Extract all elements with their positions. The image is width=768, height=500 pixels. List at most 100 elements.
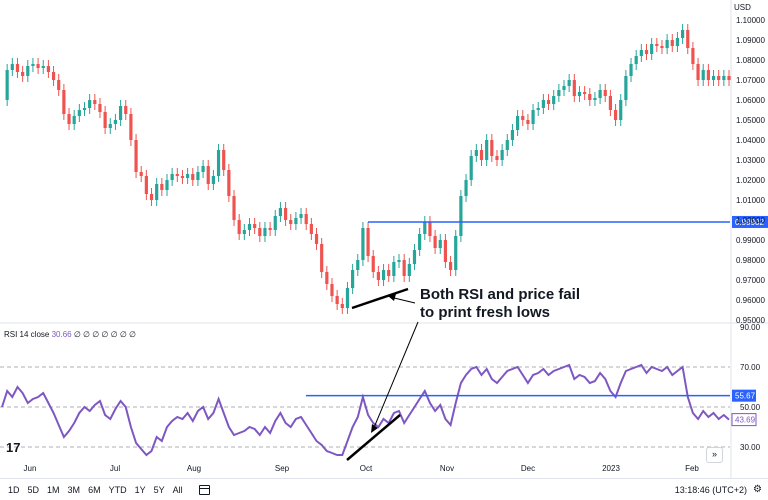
range-1m-button[interactable]: 1M: [47, 484, 60, 495]
price-level-tag: [732, 215, 768, 228]
candle-body: [67, 114, 71, 124]
time-tick-label: Aug: [187, 464, 201, 473]
range-1d-button[interactable]: 1D: [8, 484, 20, 495]
time-tick-label: Nov: [440, 464, 454, 473]
candle-body: [340, 304, 344, 308]
candle-body: [361, 228, 365, 260]
candle-body: [552, 96, 556, 104]
clock-readout[interactable]: 13:18:46 (UTC+2): [674, 484, 748, 495]
candle-body: [72, 116, 76, 124]
candle-body: [521, 116, 525, 120]
range-buttons: 1D 5D 1M 3M 6M YTD 1Y 5Y All: [4, 485, 187, 495]
time-tick-label: Oct: [360, 464, 373, 473]
candle-body: [608, 96, 613, 110]
rsi-tick-label: 50.00: [740, 403, 761, 412]
candle-body: [325, 272, 329, 284]
price-level-label: 0.99902: [735, 218, 764, 227]
candle-body: [577, 92, 582, 96]
rsi-tick-label: 90.00: [740, 323, 761, 332]
annotation-line-2: to print fresh lows: [420, 304, 551, 321]
candle-body: [727, 76, 731, 80]
rsi-legend-extra: ∅ ∅ ∅ ∅ ∅ ∅ ∅: [73, 330, 136, 339]
candle-body: [448, 262, 453, 270]
range-6m-button[interactable]: 6M: [88, 484, 101, 495]
candle-body: [118, 106, 123, 120]
candle-body: [10, 64, 14, 70]
candle-body: [247, 224, 252, 230]
candle-body: [36, 64, 40, 68]
candle-body: [88, 100, 92, 108]
candle-body: [113, 120, 118, 124]
arrow-head-price: [388, 294, 396, 301]
range-ytd-button[interactable]: YTD: [108, 484, 127, 495]
candle-body: [170, 174, 174, 180]
range-1y-button[interactable]: 1Y: [134, 484, 146, 495]
candle-body: [711, 76, 716, 80]
candle-body: [706, 70, 710, 80]
currency-label[interactable]: USD: [734, 3, 751, 12]
candle-body: [722, 76, 726, 80]
candle-body: [397, 260, 401, 262]
candle-body: [531, 110, 535, 124]
scroll-to-latest-button[interactable]: »: [706, 447, 723, 463]
candle-body: [387, 270, 391, 276]
candle-body: [412, 250, 417, 264]
candle-body: [41, 66, 45, 68]
candle-body: [588, 94, 592, 100]
gear-icon[interactable]: ⚙: [753, 484, 762, 495]
candle-body: [160, 184, 164, 190]
time-axis[interactable]: Jun Jul Aug Sep Oct Nov Dec 2023 Feb: [24, 464, 700, 473]
candle-body: [289, 220, 293, 224]
arrow-to-rsi: [372, 321, 419, 431]
candle-body: [459, 196, 463, 236]
price-tick-label: 1.08000: [736, 56, 765, 65]
candle-body: [526, 120, 530, 124]
candle-body: [701, 70, 705, 80]
candle-body: [330, 284, 334, 296]
candle-body: [134, 140, 138, 172]
candle-body: [516, 116, 520, 130]
price-tick-label: 0.98000: [736, 256, 765, 265]
range-all-button[interactable]: All: [172, 484, 183, 495]
candle-body: [479, 150, 484, 160]
time-tick-label: Dec: [521, 464, 535, 473]
candle-body: [464, 180, 468, 196]
candle-body: [31, 64, 35, 66]
time-tick-label: Jun: [24, 464, 37, 473]
candle-body: [541, 100, 545, 108]
rsi-tick-label: 70.00: [740, 363, 761, 372]
candle-body: [675, 38, 680, 46]
rsi-legend[interactable]: RSI 14 close 30.66 ∅ ∅ ∅ ∅ ∅ ∅ ∅: [4, 330, 136, 339]
candle-body: [345, 288, 350, 308]
candle-body: [263, 228, 267, 236]
price-tick-label: 0.97000: [736, 276, 765, 285]
candle-body: [613, 110, 618, 120]
range-3m-button[interactable]: 3M: [67, 484, 81, 495]
candle-body: [691, 48, 695, 64]
candle-body: [283, 208, 288, 220]
candle-body: [304, 214, 308, 224]
rsi-axis[interactable]: 90.00 70.00 50.00 30.00: [740, 323, 761, 452]
time-tick-label: Feb: [685, 464, 699, 473]
bottom-toolbar: 1D 5D 1M 3M 6M YTD 1Y 5Y All 13:18:46 (U…: [0, 478, 768, 500]
candle-body: [680, 30, 685, 38]
candle-body: [629, 64, 633, 76]
price-tick-label: 1.03000: [736, 156, 765, 165]
calendar-icon[interactable]: [198, 484, 210, 495]
candle-body: [149, 194, 154, 200]
candle-body: [356, 260, 360, 270]
candle-body: [686, 30, 690, 48]
tradingview-logo[interactable]: 17: [6, 440, 21, 455]
candle-body: [495, 156, 499, 160]
candle-body: [62, 90, 66, 114]
candle-body: [557, 90, 561, 96]
candle-body: [201, 166, 205, 172]
candle-body: [505, 140, 509, 150]
price-axis[interactable]: 1.10000 1.09000 1.08000 1.07000 1.06000 1.050…: [736, 16, 765, 325]
range-5y-button[interactable]: 5Y: [153, 484, 165, 495]
candle-body: [376, 272, 380, 280]
annotation-text: Both RSI and price fail to print fresh l…: [420, 286, 580, 322]
rsi-line: [1, 363, 730, 457]
range-5d-button[interactable]: 5D: [27, 484, 40, 495]
